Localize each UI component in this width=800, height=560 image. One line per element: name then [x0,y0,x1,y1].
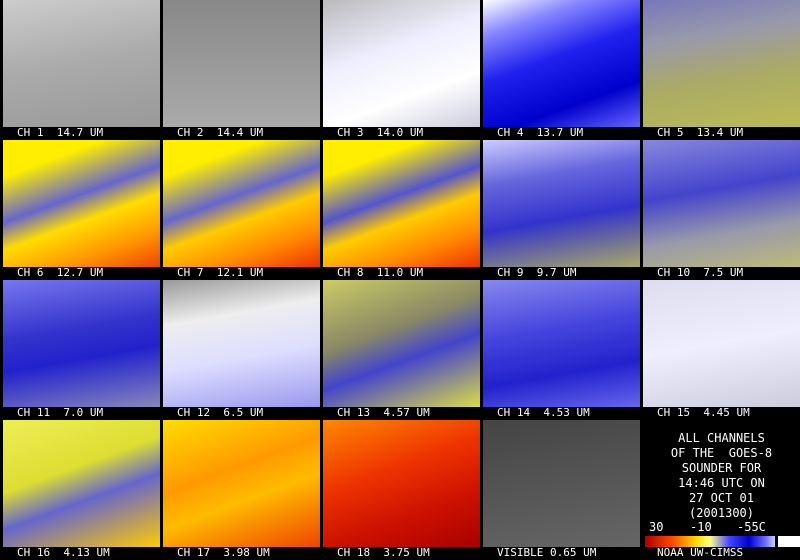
channel-label: CH 6 12.7 UM [17,266,104,279]
scale-label: -55C [737,520,766,534]
channel-label: CH 16 4.13 UM [17,546,110,559]
channel-panel: CH 7 12.1 UM [163,140,320,280]
channel-panel: CH 10 7.5 UM [643,140,800,280]
satellite-image [3,0,160,127]
channel-label: CH 5 13.4 UM [657,126,744,139]
info-line: OF THE GOES-8 [670,446,773,460]
satellite-image [483,0,640,127]
satellite-image [483,420,640,547]
channel-label: CH 17 3.98 UM [177,546,270,559]
satellite-image [643,0,800,127]
channel-label: CH 3 14.0 UM [337,126,424,139]
channel-label: CH 2 14.4 UM [177,126,264,139]
channel-panel: CH 15 4.45 UM [643,280,800,420]
scale-label: 30 [649,520,664,534]
channel-panel: VISIBLE 0.65 UM [483,420,640,560]
channel-label: CH 13 4.57 UM [337,406,430,419]
channel-label: CH 12 6.5 UM [177,406,264,419]
channel-label: CH 9 9.7 UM [497,266,577,279]
satellite-image [3,420,160,547]
satellite-image [323,280,480,407]
channel-panel: CH 9 9.7 UM [483,140,640,280]
info-line: 14:46 UTC ON [678,476,765,490]
info-line: (2001300) [688,506,755,520]
channel-label: CH 11 7.0 UM [17,406,104,419]
satellite-image [163,280,320,407]
satellite-image [483,280,640,407]
satellite-image [163,420,320,547]
satellite-image [323,140,480,267]
channel-panel: CH 6 12.7 UM [3,140,160,280]
channel-panel: CH 13 4.57 UM [323,280,480,420]
channel-panel: CH 8 11.0 UM [323,140,480,280]
channel-panel: CH 16 4.13 UM [3,420,160,560]
color-bar [645,536,775,547]
info-line: 27 OCT 01 [688,491,755,505]
color-bar-end [778,536,800,547]
channel-panel: CH 11 7.0 UM [3,280,160,420]
satellite-image [3,280,160,407]
channel-panel: CH 17 3.98 UM [163,420,320,560]
channel-label: CH 10 7.5 UM [657,266,744,279]
channel-panel: CH 3 14.0 UM [323,0,480,140]
channel-panel: CH 1 14.7 UM [3,0,160,140]
info-block: ALL CHANNELS OF THE GOES-8 SOUNDER FOR 14:4… [643,431,800,521]
channel-label: CH 8 11.0 UM [337,266,424,279]
info-line: SOUNDER FOR [681,461,762,475]
channel-label: CH 18 3.75 UM [337,546,430,559]
channel-label: VISIBLE 0.65 UM [497,546,597,559]
channel-panel: CH 18 3.75 UM [323,420,480,560]
satellite-image [3,140,160,267]
info-line: ALL CHANNELS [678,431,765,445]
channel-label: CH 1 14.7 UM [17,126,104,139]
satellite-image [483,140,640,267]
satellite-image [643,280,800,407]
channel-panel: CH 14 4.53 UM [483,280,640,420]
satellite-image [323,420,480,547]
channel-label: CH 14 4.53 UM [497,406,590,419]
channel-panel: CH 2 14.4 UM [163,0,320,140]
satellite-image [323,0,480,127]
channel-label: CH 15 4.45 UM [657,406,750,419]
satellite-image [163,0,320,127]
satellite-image [643,140,800,267]
channel-label: CH 4 13.7 UM [497,126,584,139]
channel-label: CH 7 12.1 UM [177,266,264,279]
channel-panel: CH 12 6.5 UM [163,280,320,420]
scale-label: -10 [690,520,712,534]
channel-panel: CH 4 13.7 UM [483,0,640,140]
satellite-image [163,140,320,267]
channel-panel: CH 5 13.4 UM [643,0,800,140]
credit: NOAA UW-CIMSS [657,546,744,559]
